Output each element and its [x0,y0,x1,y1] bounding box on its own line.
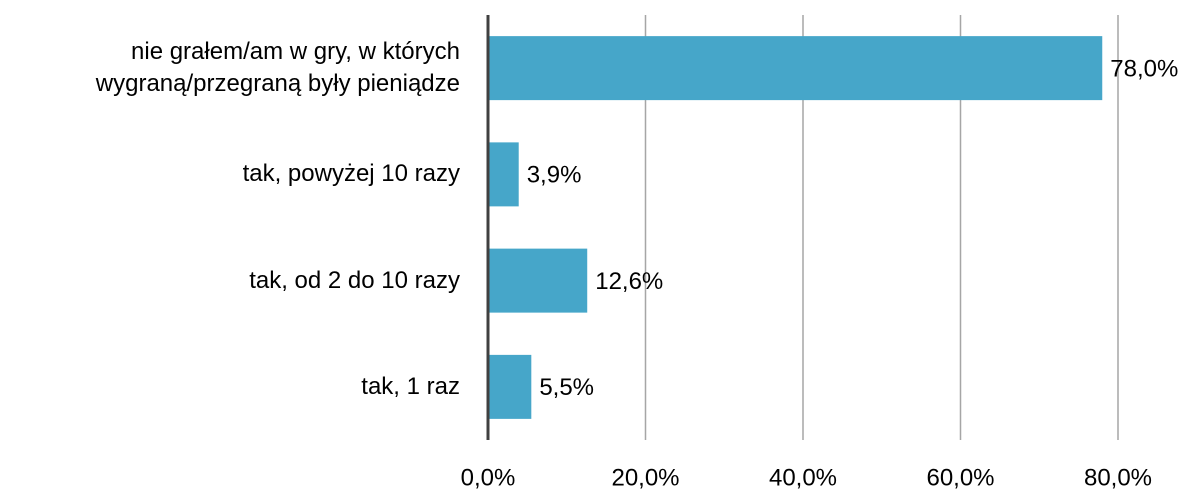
data-label: 78,0% [1110,55,1178,82]
bar [488,248,588,313]
bar [488,142,519,207]
bar [488,354,532,419]
data-label: 5,5% [539,374,594,401]
y-tick-label: tak, 1 raz [361,372,460,400]
data-label: 3,9% [527,162,582,189]
x-tick-label: 80,0% [1084,464,1152,491]
y-tick-label: nie grałem/am w gry, w których wygraną/p… [95,38,460,98]
bar [488,36,1103,101]
x-tick-label: 20,0% [611,464,679,491]
x-tick-label: 0,0% [461,464,516,491]
x-tick-label: 40,0% [769,464,837,491]
x-tick-label: 60,0% [926,464,994,491]
y-tick-label: tak, powyżej 10 razy [242,160,460,188]
y-tick-label: tak, od 2 do 10 razy [249,266,460,294]
data-label: 12,6% [595,268,663,295]
